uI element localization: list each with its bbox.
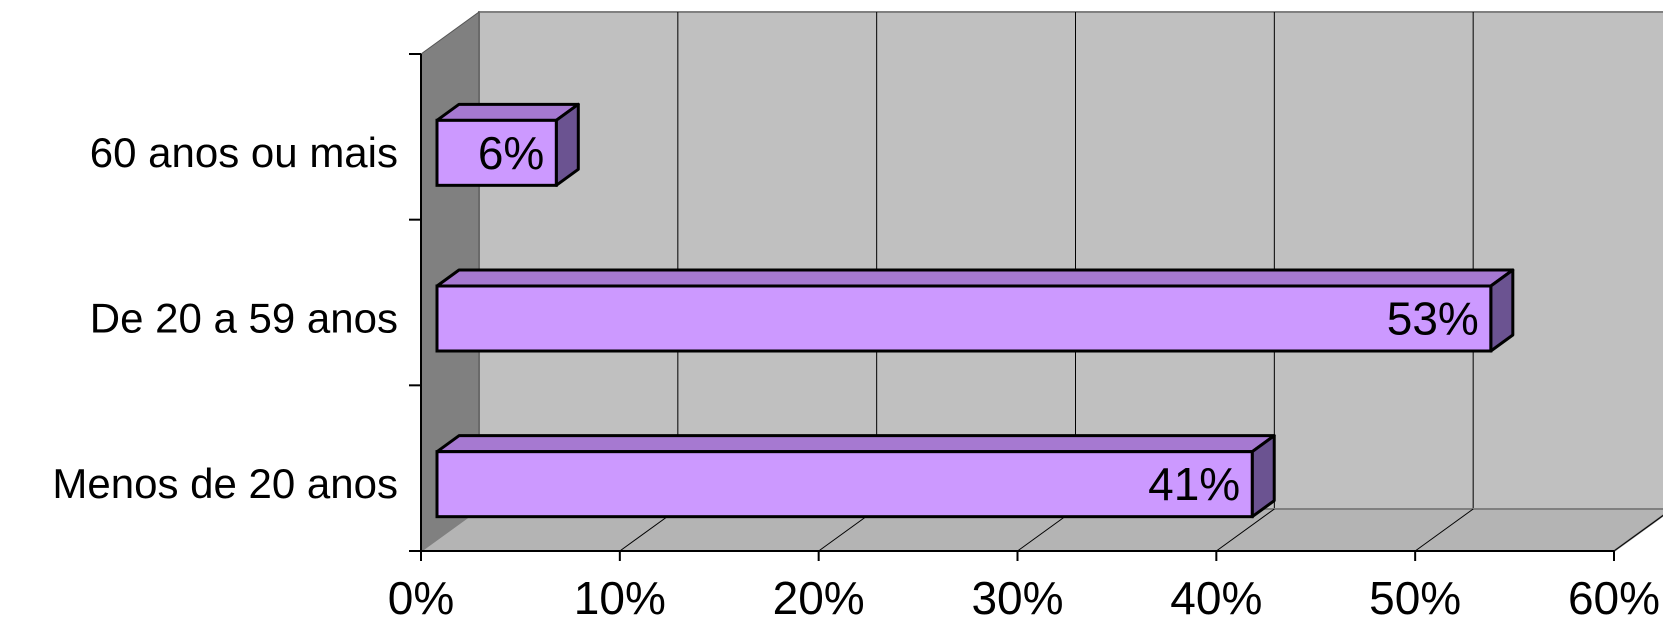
bar-top-face — [435, 268, 1515, 288]
x-tick-label: 50% — [1369, 572, 1461, 623]
gridlines — [677, 12, 1474, 509]
bar-front-face — [435, 284, 1493, 353]
x-tick-label: 20% — [773, 572, 865, 623]
data-label: 53% — [1387, 293, 1479, 345]
x-tick-label: 0% — [388, 572, 454, 623]
axes — [409, 53, 1615, 561]
x-tick-label: 40% — [1170, 572, 1262, 623]
category-label: Menos de 20 anos — [52, 460, 398, 507]
labels: 0% 10% 20% 30% 40% 50% 60% 6% 60 anos ou mais 53%… — [52, 127, 1660, 623]
x-tick-label: 10% — [574, 572, 666, 623]
floor-gridline — [1216, 508, 1275, 552]
bar-front-face — [435, 450, 1254, 519]
x-tick-label: 30% — [971, 572, 1063, 623]
data-label: 41% — [1148, 458, 1240, 510]
bar-side-face — [1489, 268, 1515, 353]
category-label: De 20 a 59 anos — [90, 295, 398, 342]
bar-top-face — [435, 434, 1276, 454]
bars — [435, 102, 1515, 519]
bar — [435, 268, 1515, 353]
bar-front-face — [435, 118, 558, 187]
floor-gridline — [1414, 508, 1474, 552]
x-tick-label: 60% — [1568, 572, 1660, 623]
data-label: 6% — [478, 127, 544, 179]
bar — [435, 102, 580, 187]
category-label: 60 anos ou mais — [90, 129, 398, 176]
bar — [435, 434, 1276, 519]
bar-side-face — [554, 102, 580, 187]
floor-gridline — [1613, 514, 1663, 552]
bar-side-face — [1250, 434, 1276, 519]
